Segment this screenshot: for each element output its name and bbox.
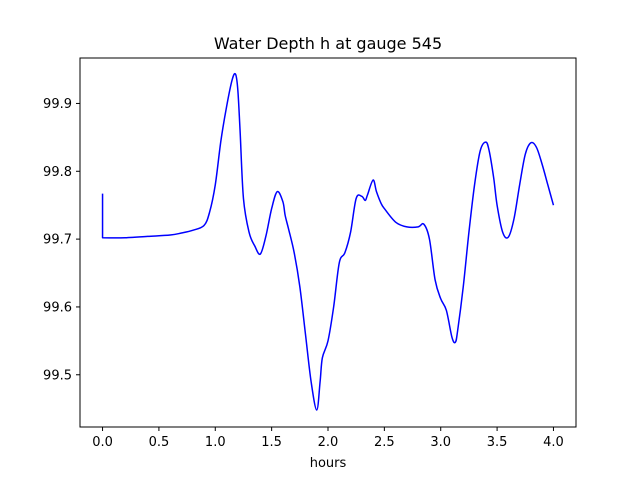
series-line	[101, 72, 555, 411]
x-tick-label: 4.0	[543, 435, 564, 450]
y-tick-label: 99.9	[43, 97, 72, 112]
x-tick-label: 1.0	[205, 435, 226, 450]
x-tick-label: 3.5	[487, 435, 508, 450]
x-tick-label: 2.5	[374, 435, 395, 450]
x-tick-label: 0.0	[92, 435, 113, 450]
x-tick-label: 2.0	[318, 435, 339, 450]
y-tick-label: 99.8	[43, 165, 72, 180]
chart-title: Water Depth h at gauge 545	[214, 34, 442, 53]
x-tick-label: 1.5	[261, 435, 282, 450]
series-layer	[101, 72, 555, 411]
plot-area	[80, 58, 576, 427]
x-tick-label: 3.0	[430, 435, 451, 450]
y-tick-label: 99.7	[43, 233, 72, 248]
plot-frame	[79, 57, 577, 428]
y-tick-label: 99.6	[43, 300, 72, 315]
y-tick-label: 99.5	[43, 368, 72, 383]
axis-ticks: 0.0 0.5 1.0 1.5 2.0 2.5 3.0 3.5 4.0 99.5 99.6 99.7 9…	[43, 97, 564, 450]
x-axis-label: hours	[310, 456, 347, 471]
x-tick-label: 0.5	[149, 435, 170, 450]
